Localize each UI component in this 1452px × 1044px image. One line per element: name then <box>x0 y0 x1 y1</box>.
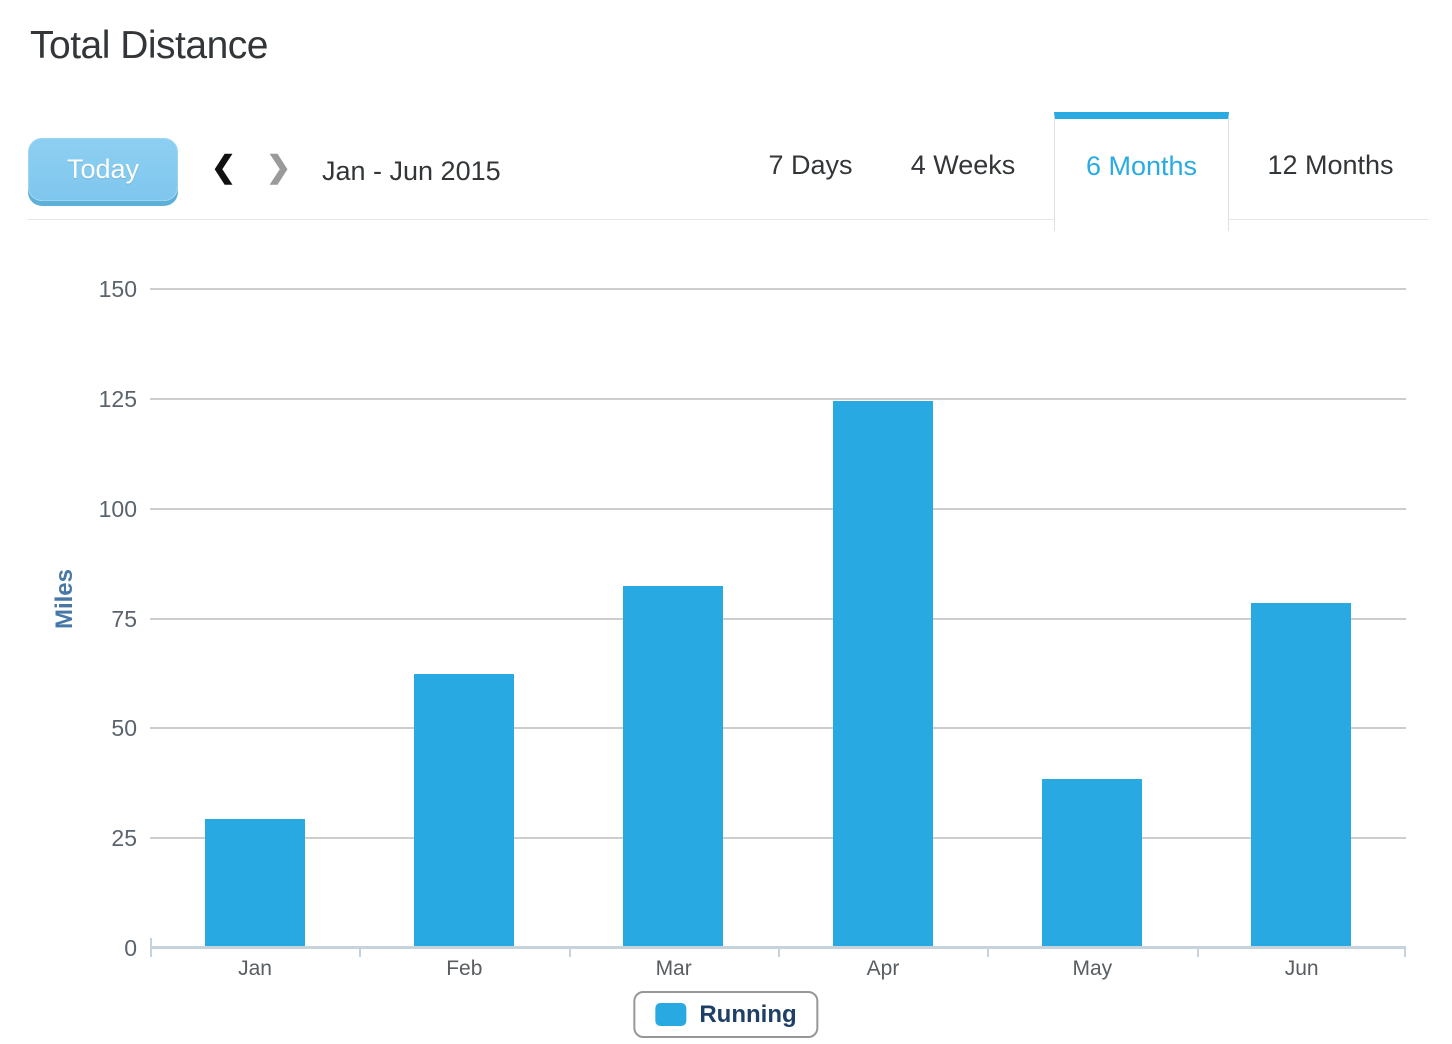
y-tick-label-125: 125 <box>98 385 137 412</box>
today-button[interactable]: Today <box>28 138 178 201</box>
axis-tick <box>987 948 990 957</box>
chart-bar-jan[interactable] <box>204 818 305 946</box>
chart-bar-apr[interactable] <box>832 401 933 946</box>
chart-bar-feb[interactable] <box>414 673 514 946</box>
axis-tick <box>778 948 780 957</box>
y-tick-label-75: 75 <box>111 605 137 632</box>
tab-12-months[interactable]: 12 Months <box>1267 150 1394 180</box>
next-period-icon[interactable]: ❯ <box>266 151 292 184</box>
tab-7-days[interactable]: 7 Days <box>768 150 853 180</box>
tab-4-weeks[interactable]: 4 Weeks <box>910 150 1016 180</box>
legend-swatch-running <box>655 1003 687 1026</box>
x-axis-line <box>150 946 1406 949</box>
gridline-125 <box>150 397 1406 400</box>
axis-tick <box>568 948 571 957</box>
tab-6-months[interactable]: 6 Months <box>1054 112 1229 231</box>
axis-tick <box>359 948 362 957</box>
gridline-150 <box>150 288 1406 290</box>
previous-period-icon[interactable]: ❮ <box>211 151 237 184</box>
plot-area: 0 25 50 75 100 125 150 Jan Feb Mar Apr May Jun <box>99 276 1406 980</box>
axis-tick <box>150 948 152 957</box>
chart-bar-jun[interactable] <box>1251 603 1352 946</box>
x-tick-label-feb: Feb <box>446 957 483 980</box>
x-tick-label-jan: Jan <box>238 957 272 980</box>
x-tick-label-jun: Jun <box>1284 957 1319 980</box>
gridline-25 <box>150 837 1406 840</box>
x-tick-label-may: May <box>1072 957 1113 980</box>
y-tick-label-25: 25 <box>111 825 137 852</box>
x-tick-label-mar: Mar <box>655 957 692 980</box>
chart-bar-may[interactable] <box>1042 779 1142 946</box>
y-tick-label-100: 100 <box>98 495 137 522</box>
y-tick-label-50: 50 <box>111 715 137 742</box>
legend-label-running: Running <box>699 1000 797 1028</box>
chart-bar-mar[interactable] <box>623 585 724 946</box>
axis-tick <box>1196 948 1199 957</box>
gridline-50 <box>150 727 1406 730</box>
period-label: Jan - Jun 2015 <box>322 156 501 186</box>
x-tick-label-apr: Apr <box>866 957 900 980</box>
axis-tick <box>1404 948 1406 957</box>
page-title: Total Distance <box>30 24 268 67</box>
gridline-100 <box>150 507 1406 510</box>
y-tick-label-0: 0 <box>124 935 137 961</box>
gridline-75 <box>150 617 1406 620</box>
tab-6-months-label: 6 Months <box>1085 151 1198 181</box>
y-axis-stub <box>150 938 152 947</box>
y-tick-label-150: 150 <box>98 276 137 302</box>
tabs-divider <box>28 219 1428 220</box>
legend[interactable]: Running <box>633 991 819 1038</box>
